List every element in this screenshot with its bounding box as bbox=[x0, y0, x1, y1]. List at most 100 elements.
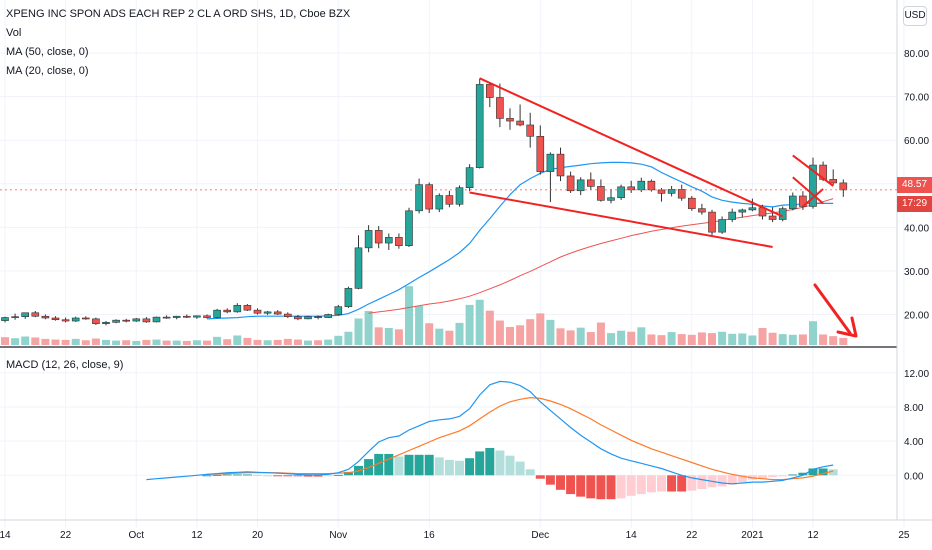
macd-histogram-bar bbox=[313, 475, 323, 477]
volume-bar bbox=[839, 337, 848, 345]
macd-histogram-bar bbox=[677, 475, 687, 492]
volume-bar bbox=[627, 331, 636, 345]
macd-histogram-bar bbox=[606, 475, 616, 500]
candle-body bbox=[273, 311, 282, 315]
volume-bar bbox=[112, 340, 121, 345]
macd-tick-label: 4.00 bbox=[904, 437, 924, 448]
volume-bar bbox=[233, 335, 242, 345]
volume-bar bbox=[243, 337, 252, 345]
macd-histogram-bar bbox=[333, 474, 343, 476]
time-tick-label: 16 bbox=[424, 530, 436, 541]
volume-bar bbox=[778, 334, 787, 345]
volume-bar bbox=[526, 319, 535, 345]
time-tick-label: 12 bbox=[807, 530, 819, 541]
candle-body bbox=[728, 211, 737, 220]
ma50-line bbox=[368, 198, 834, 314]
time-tick-label: 2021 bbox=[741, 530, 764, 541]
macd-histogram-bar bbox=[646, 475, 656, 493]
last-price-tag: 48.57 bbox=[897, 177, 932, 193]
volume-bar bbox=[384, 328, 393, 345]
macd-histogram-bar bbox=[535, 475, 545, 479]
volume-bar bbox=[1, 337, 9, 345]
candle-body bbox=[243, 305, 252, 311]
candle-body bbox=[637, 180, 646, 191]
volume-bar bbox=[596, 322, 605, 345]
macd-histogram-bar bbox=[212, 474, 222, 476]
volume-bar bbox=[445, 330, 454, 345]
macd-histogram-bar bbox=[818, 468, 828, 476]
macd-histogram-bar bbox=[566, 475, 576, 495]
candle-body bbox=[213, 309, 221, 318]
volume-bar bbox=[809, 321, 817, 345]
macd-histogram-bar bbox=[414, 454, 424, 476]
candle-body bbox=[203, 315, 211, 318]
candle-body bbox=[21, 312, 30, 317]
volume-bar bbox=[738, 333, 747, 345]
volume-bar bbox=[293, 339, 302, 345]
volume-bar bbox=[132, 340, 141, 345]
volume-bar bbox=[465, 304, 474, 345]
volume-bar bbox=[475, 299, 484, 345]
currency-button[interactable]: USD bbox=[903, 6, 927, 26]
macd-histogram-bar bbox=[768, 475, 778, 478]
macd-histogram-bar bbox=[727, 475, 737, 485]
candle-body bbox=[374, 230, 383, 244]
macd-histogram-bar bbox=[828, 469, 838, 476]
volume-bar bbox=[21, 336, 30, 345]
candle-body bbox=[425, 184, 434, 210]
volume-bar bbox=[566, 330, 575, 345]
candle-body bbox=[597, 186, 605, 201]
candle-body bbox=[627, 186, 636, 191]
candle-body bbox=[51, 317, 60, 321]
candle-body bbox=[334, 306, 343, 315]
volume-bar bbox=[576, 327, 585, 345]
candle-body bbox=[162, 316, 171, 319]
candle-body bbox=[788, 195, 797, 209]
candle-body bbox=[132, 318, 141, 322]
macd-histogram-bar bbox=[596, 475, 606, 500]
volume-bar bbox=[41, 338, 50, 345]
volume-bar bbox=[192, 340, 201, 345]
candle-body bbox=[768, 215, 777, 220]
macd-histogram-bar bbox=[202, 475, 212, 477]
macd-histogram-bar bbox=[343, 471, 353, 476]
candle-body bbox=[415, 184, 423, 212]
candle-body bbox=[445, 195, 454, 205]
volume-bar bbox=[758, 328, 767, 345]
volume-bar bbox=[415, 305, 424, 345]
candle-body bbox=[61, 319, 70, 322]
macd-histogram-bar bbox=[444, 459, 454, 476]
time-tick-label: 12 bbox=[191, 530, 203, 541]
volume-bar bbox=[162, 340, 171, 345]
volume-bar bbox=[213, 336, 222, 345]
macd-histogram-bar bbox=[253, 474, 262, 476]
volume-bar bbox=[516, 325, 525, 345]
macd-histogram-bar bbox=[545, 475, 555, 485]
volume-bar bbox=[708, 333, 716, 345]
candle-body bbox=[526, 124, 535, 137]
macd-histogram-bar bbox=[505, 455, 515, 476]
time-tick-label: 25 bbox=[898, 530, 910, 541]
candle-body bbox=[233, 305, 242, 313]
candle-body bbox=[122, 319, 130, 322]
macd-histogram-bar bbox=[687, 475, 697, 491]
candle-body bbox=[778, 208, 787, 220]
macd-histogram-bar bbox=[626, 475, 636, 496]
countdown-tag: 17:29 bbox=[897, 196, 932, 212]
candle-body bbox=[395, 237, 403, 246]
candle-body bbox=[586, 179, 595, 187]
volume-bar bbox=[314, 340, 323, 345]
volume-bar bbox=[748, 335, 757, 345]
volume-bar bbox=[405, 286, 413, 345]
candle-body bbox=[536, 135, 545, 172]
volume-bar bbox=[71, 338, 80, 345]
macd-histogram-bar bbox=[576, 475, 586, 497]
candle-body bbox=[11, 316, 19, 318]
volume-bar bbox=[354, 318, 363, 345]
volume-bar bbox=[344, 331, 353, 345]
candle-body bbox=[294, 316, 302, 320]
candle-body bbox=[516, 120, 524, 126]
macd-histogram-bar bbox=[636, 475, 646, 495]
macd-histogram-bar bbox=[394, 456, 404, 476]
